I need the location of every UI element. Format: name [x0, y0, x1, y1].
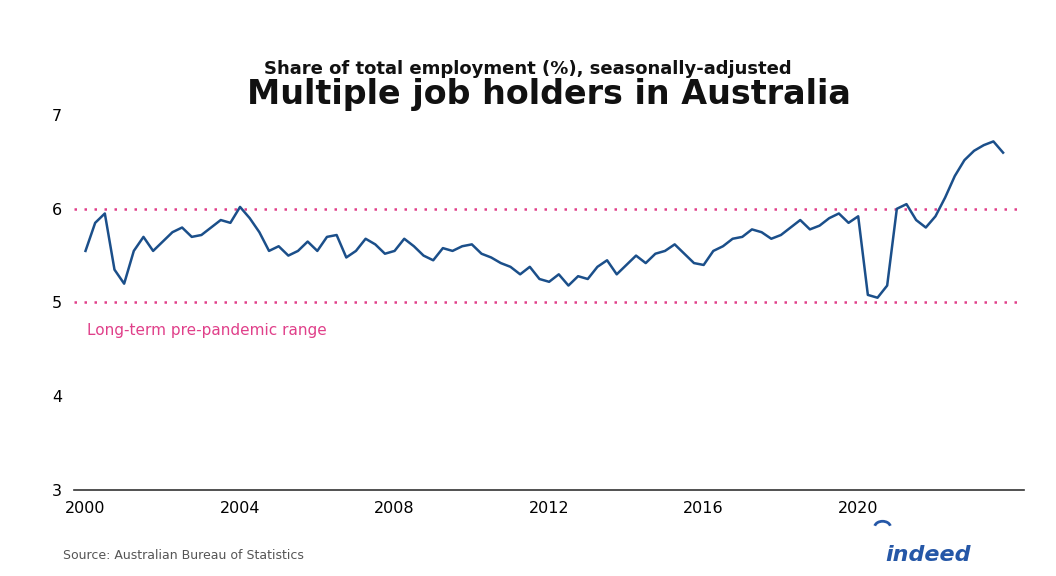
- Text: Source: Australian Bureau of Statistics: Source: Australian Bureau of Statistics: [63, 548, 304, 562]
- Title: Multiple job holders in Australia: Multiple job holders in Australia: [247, 78, 851, 111]
- Text: Share of total employment (%), seasonally-adjusted: Share of total employment (%), seasonall…: [264, 60, 792, 78]
- Text: Long-term pre-pandemic range: Long-term pre-pandemic range: [88, 323, 327, 338]
- Text: indeed: indeed: [885, 545, 970, 566]
